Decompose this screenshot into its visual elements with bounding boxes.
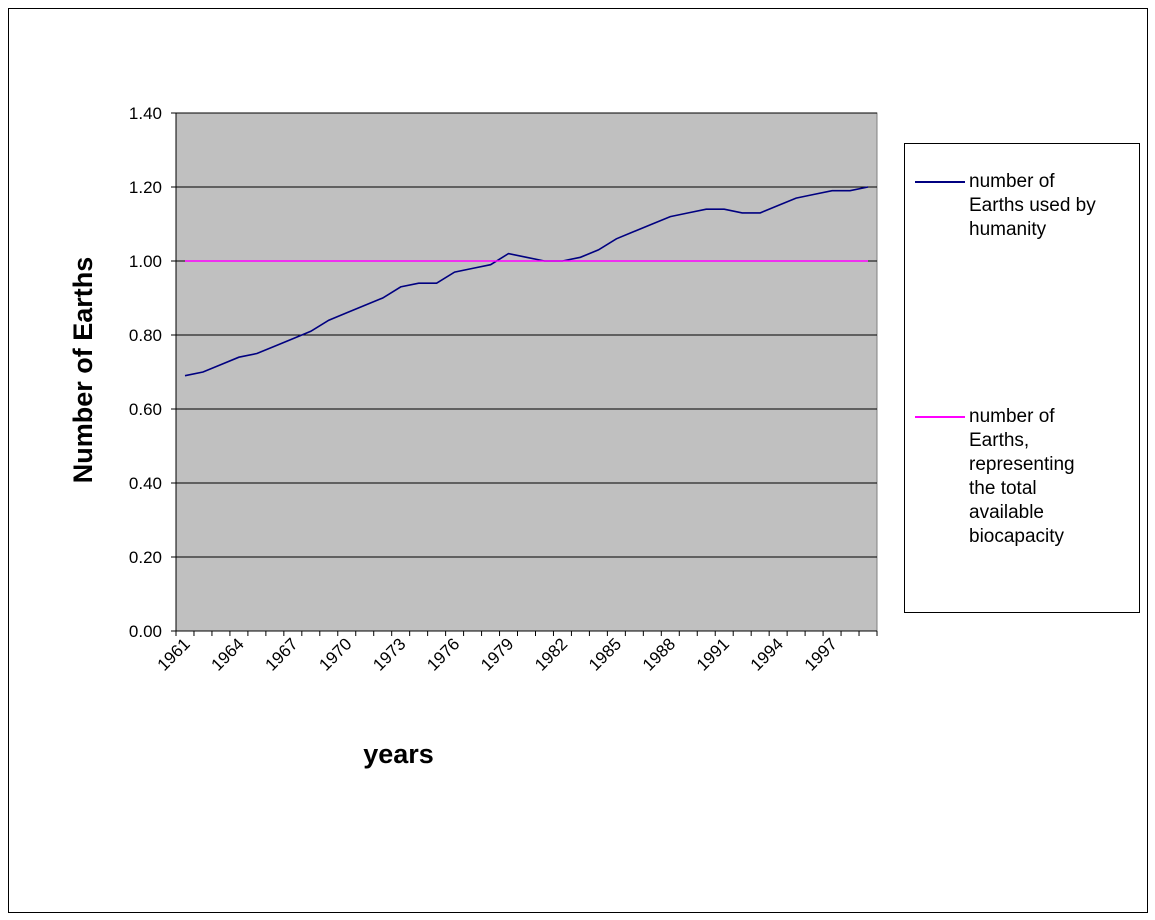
y-tick-label: 1.00	[129, 252, 162, 271]
series-line-1	[184, 186, 869, 377]
x-tick-label: 1973	[369, 634, 409, 674]
y-tick-label: 0.80	[129, 326, 162, 345]
x-tick-label: 1970	[315, 634, 355, 674]
legend-swatch-humanity	[915, 181, 965, 183]
x-tick-label: 1967	[261, 634, 301, 674]
x-tick-label: 1985	[585, 634, 625, 674]
x-tick-label: 1976	[423, 634, 463, 674]
y-tick-label: 0.60	[129, 400, 162, 419]
x-tick-label: 1982	[531, 634, 571, 674]
legend-label-humanity: number of Earths used by humanity	[969, 171, 1096, 240]
y-tick-label: 1.40	[129, 104, 162, 123]
y-tick-label: 1.20	[129, 178, 162, 197]
y-axis-title: Number of Earths	[68, 257, 98, 484]
x-tick-label: 1964	[208, 634, 248, 674]
x-axis-title: years	[363, 739, 434, 769]
x-tick-label: 1991	[693, 634, 733, 674]
legend: number of Earths used by humanity number…	[904, 143, 1140, 613]
plot-area	[175, 112, 878, 632]
x-tick-label: 1994	[747, 634, 787, 674]
legend-swatch-biocapacity	[915, 416, 965, 418]
legend-label-biocapacity: number of Earths, representing the total…	[969, 406, 1075, 547]
y-tick-label: 0.40	[129, 474, 162, 493]
x-tick-label: 1997	[801, 634, 841, 674]
x-tick-label: 1979	[477, 634, 517, 674]
y-tick-label: 0.20	[129, 548, 162, 567]
x-tick-label: 1988	[639, 634, 679, 674]
y-tick-label: 0.00	[129, 622, 162, 641]
